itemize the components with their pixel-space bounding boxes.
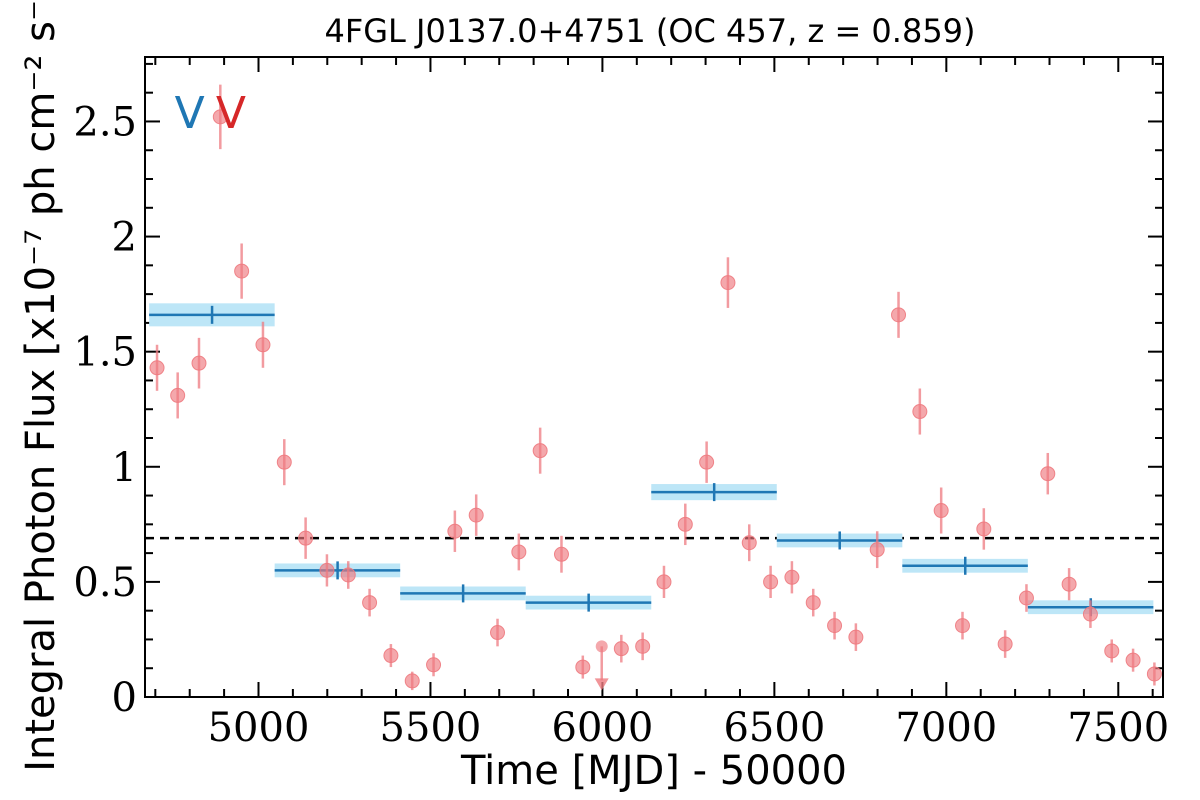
x-tick-label: 5500 [380,705,482,751]
x-tick-label: 7000 [895,705,997,751]
y-tick-label: 2 [112,215,137,261]
y-tick-label: 1.5 [73,330,137,376]
chart-title: 4FGL J0137.0+4751 (OC 457, z = 0.859) [324,12,975,50]
x-axis-label: Time [MJD] - 50000 [460,748,847,794]
data-point [490,625,506,641]
data-point [784,569,800,585]
v-marker-annotation: V [216,88,246,139]
data-point [170,387,186,403]
data-point [511,544,527,560]
data-point [340,567,356,583]
chart-title-text: 4FGL J0137.0+4751 (OC 457, z = 0.859) [324,12,975,50]
y-tick-label: 0 [112,675,137,721]
data-point [1018,590,1034,606]
data-point [191,355,207,371]
data-point [933,503,949,519]
plot-frame [144,56,1164,698]
data-point [383,648,399,664]
data-point [298,530,314,546]
plot-area: 5000 5500 6000 6500 7000 7500 0 0.5 1 1.5 2 2.5 V V [73,56,1169,751]
data-point [976,521,992,537]
y-tick-label: 2.5 [73,99,137,145]
x-tick-label: 7500 [1067,705,1169,751]
data-point [468,507,484,523]
data-point [741,535,757,551]
data-point [891,307,907,323]
data-point [656,574,672,590]
data-point [848,629,864,645]
x-tick-label: 6500 [723,705,825,751]
y-tick-label: 1 [112,445,137,491]
x-axis: Time [MJD] - 50000 [460,748,847,794]
data-point [677,516,693,532]
data-point [1125,652,1141,668]
data-point [319,562,335,578]
data-point [699,454,715,470]
data-point [553,546,569,562]
x-tick-label: 5000 [208,705,310,751]
data-point [613,641,629,657]
data-point [362,595,378,611]
data-point [532,443,548,459]
data-point [447,523,463,539]
data-point [575,659,591,675]
data-point [404,673,420,689]
y-axis: Integral Photon Flux [x10⁻⁷ ph cm⁻² s⁻¹] [18,0,64,772]
data-point [1061,576,1077,592]
x-tick-label: 6000 [552,705,654,751]
data-point [1146,666,1162,682]
data-point [805,595,821,611]
data-point [255,337,271,353]
y-tick-label: 0.5 [73,560,137,606]
data-point [276,454,292,470]
data-point [149,360,165,376]
y-axis-label: Integral Photon Flux [x10⁻⁷ ph cm⁻² s⁻¹] [18,0,64,772]
data-point [1082,606,1098,622]
upper-limit-arrow [594,678,609,691]
data-point [827,618,843,634]
data-point [720,275,736,291]
data-point [212,109,228,125]
data-point [954,618,970,634]
data-point [912,404,928,420]
data-point [1040,466,1056,482]
data-point [426,657,442,673]
data-point [763,574,779,590]
data-point [635,638,651,654]
v-marker-annotation: V [175,88,205,139]
data-point [234,263,250,279]
data-point [997,636,1013,652]
data-point [1104,643,1120,659]
data-point [869,542,885,558]
